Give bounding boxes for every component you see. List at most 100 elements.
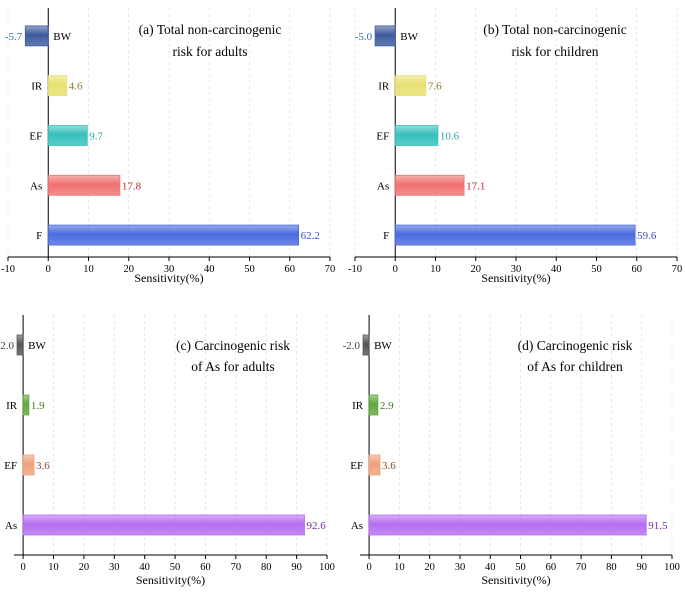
x-tick-label: 0	[20, 562, 25, 573]
category-label: As	[30, 180, 42, 192]
chart-title: (a) Total non-carcinogenic	[139, 22, 282, 37]
chart-panel-c: 0 10 20 30 40 50 60 70 80 90 100 Sensitivity(%) (c) …	[0, 315, 335, 587]
x-tick-label: 40	[139, 562, 150, 573]
chart-panel-d: 0 10 20 30 40 50 60 70 80 90 100 Sensitivity(%) (d) …	[343, 315, 680, 587]
category-label: F	[383, 230, 389, 242]
x-axis-label: Sensitivity(%)	[481, 271, 550, 285]
data-label: 3.6	[36, 460, 50, 472]
data-label: 62.2	[301, 230, 320, 242]
bar-as	[394, 174, 465, 196]
x-tick-label: -10	[1, 264, 15, 275]
bar-f	[394, 224, 636, 246]
data-label: 1.9	[31, 400, 45, 412]
bar-ir	[368, 394, 379, 416]
x-tick-label: 60	[200, 562, 211, 573]
x-tick-label: 60	[546, 562, 557, 573]
chart-title: risk for children	[512, 44, 599, 59]
x-tick-label: 30	[164, 264, 175, 275]
data-label: 4.6	[69, 81, 83, 93]
x-tick-label: 60	[632, 264, 643, 275]
x-tick-label: 30	[455, 562, 466, 573]
x-tick-label: -10	[348, 264, 362, 275]
bar-ir	[394, 75, 427, 97]
x-tick-label: 10	[430, 264, 441, 275]
data-label: 3.6	[382, 460, 396, 472]
category-label: As	[377, 180, 389, 192]
category-label: F	[36, 230, 42, 242]
data-label: 10.6	[440, 131, 460, 143]
data-label: 92.6	[307, 520, 327, 532]
chart-title: risk for adults	[173, 44, 248, 59]
x-tick-label: 20	[79, 562, 90, 573]
x-tick-label: 0	[366, 562, 371, 573]
data-label: -5.0	[355, 31, 373, 43]
bar-as	[47, 174, 121, 196]
bar-bw	[24, 25, 49, 47]
category-label: As	[351, 520, 363, 532]
bar-ef	[394, 125, 439, 146]
x-tick-label: 80	[606, 562, 617, 573]
x-tick-label: 100	[319, 562, 335, 573]
x-tick-label: 50	[170, 562, 181, 573]
x-tick-label: 90	[636, 562, 647, 573]
category-label: BW	[53, 31, 71, 43]
bar-ir	[47, 75, 68, 97]
bar-bw	[362, 334, 370, 356]
x-tick-label: 70	[231, 562, 242, 573]
x-tick-label: 20	[424, 562, 435, 573]
chart-title: of As for adults	[191, 359, 275, 374]
bar-bw	[16, 334, 24, 356]
x-tick-label: 10	[394, 562, 405, 573]
data-label: 2.9	[380, 400, 394, 412]
bar-ef	[22, 454, 35, 476]
category-label: IR	[6, 400, 18, 412]
x-tick-label: 100	[664, 562, 680, 573]
x-tick-label: 50	[515, 562, 526, 573]
chart-title: (d) Carcinogenic risk	[518, 338, 633, 353]
chart-title: (b) Total non-carcinogenic	[483, 22, 627, 37]
data-label: 59.6	[637, 230, 657, 242]
bar-bw	[374, 25, 396, 47]
data-label: 9.7	[89, 131, 103, 143]
x-tick-label: 20	[471, 264, 482, 275]
chart-title: (c) Carcinogenic risk	[176, 338, 290, 353]
chart-panel-a: -10 0 10 20 30 40 50 60 70 Sensitivity(%) (a) Tota…	[1, 8, 335, 285]
x-tick-label: 10	[48, 562, 59, 573]
x-tick-label: 0	[393, 264, 398, 275]
category-label: BW	[374, 340, 392, 352]
x-tick-label: 40	[485, 562, 496, 573]
bar-ir	[22, 394, 30, 416]
data-label: -5.7	[5, 31, 23, 43]
x-tick-label: 80	[261, 562, 272, 573]
data-label: -2.0	[0, 340, 15, 352]
category-label: BW	[400, 31, 418, 43]
category-label: BW	[28, 340, 46, 352]
x-tick-label: 20	[124, 264, 135, 275]
data-label: 17.8	[122, 180, 142, 192]
bar-f	[47, 224, 300, 246]
x-tick-label: 0	[46, 264, 51, 275]
x-tick-label: 70	[325, 264, 336, 275]
x-axis-label: Sensitivity(%)	[481, 573, 550, 587]
x-tick-label: 40	[551, 264, 562, 275]
x-tick-label: 30	[511, 264, 522, 275]
x-tick-label: 60	[285, 264, 296, 275]
category-label: EF	[376, 131, 389, 143]
data-label: 7.6	[428, 81, 442, 93]
x-tick-label: 50	[244, 264, 255, 275]
bar-ef	[368, 454, 381, 476]
bar-as	[368, 514, 647, 536]
x-tick-label: 70	[672, 264, 683, 275]
bar-ef	[47, 125, 88, 146]
category-label: EF	[350, 460, 363, 472]
x-axis-label: Sensitivity(%)	[136, 573, 205, 587]
data-label: 17.1	[466, 180, 485, 192]
category-label: EF	[4, 460, 17, 472]
x-tick-label: 10	[83, 264, 94, 275]
x-tick-label: 90	[291, 562, 302, 573]
data-label: 91.5	[648, 520, 668, 532]
chart-panel-b: -10 0 10 20 30 40 50 60 70 Sensitivity(%) (b) Tota…	[348, 8, 682, 285]
chart-title: of As for children	[527, 359, 623, 374]
category-label: As	[5, 520, 17, 532]
